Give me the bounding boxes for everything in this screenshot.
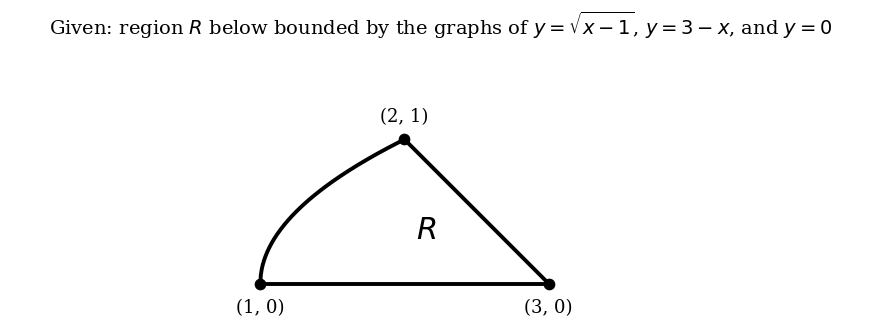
Point [253,281,267,286]
Text: (2, 1): (2, 1) [381,109,429,127]
Text: Given: region $R$ below bounded by the graphs of $y = \sqrt{x-1}$, $y = 3 - x$, : Given: region $R$ below bounded by the g… [48,10,833,41]
Text: (3, 0): (3, 0) [524,299,573,317]
Point [542,281,556,286]
Text: (1, 0): (1, 0) [236,299,285,317]
Point [397,137,411,142]
Text: $R$: $R$ [416,215,436,246]
